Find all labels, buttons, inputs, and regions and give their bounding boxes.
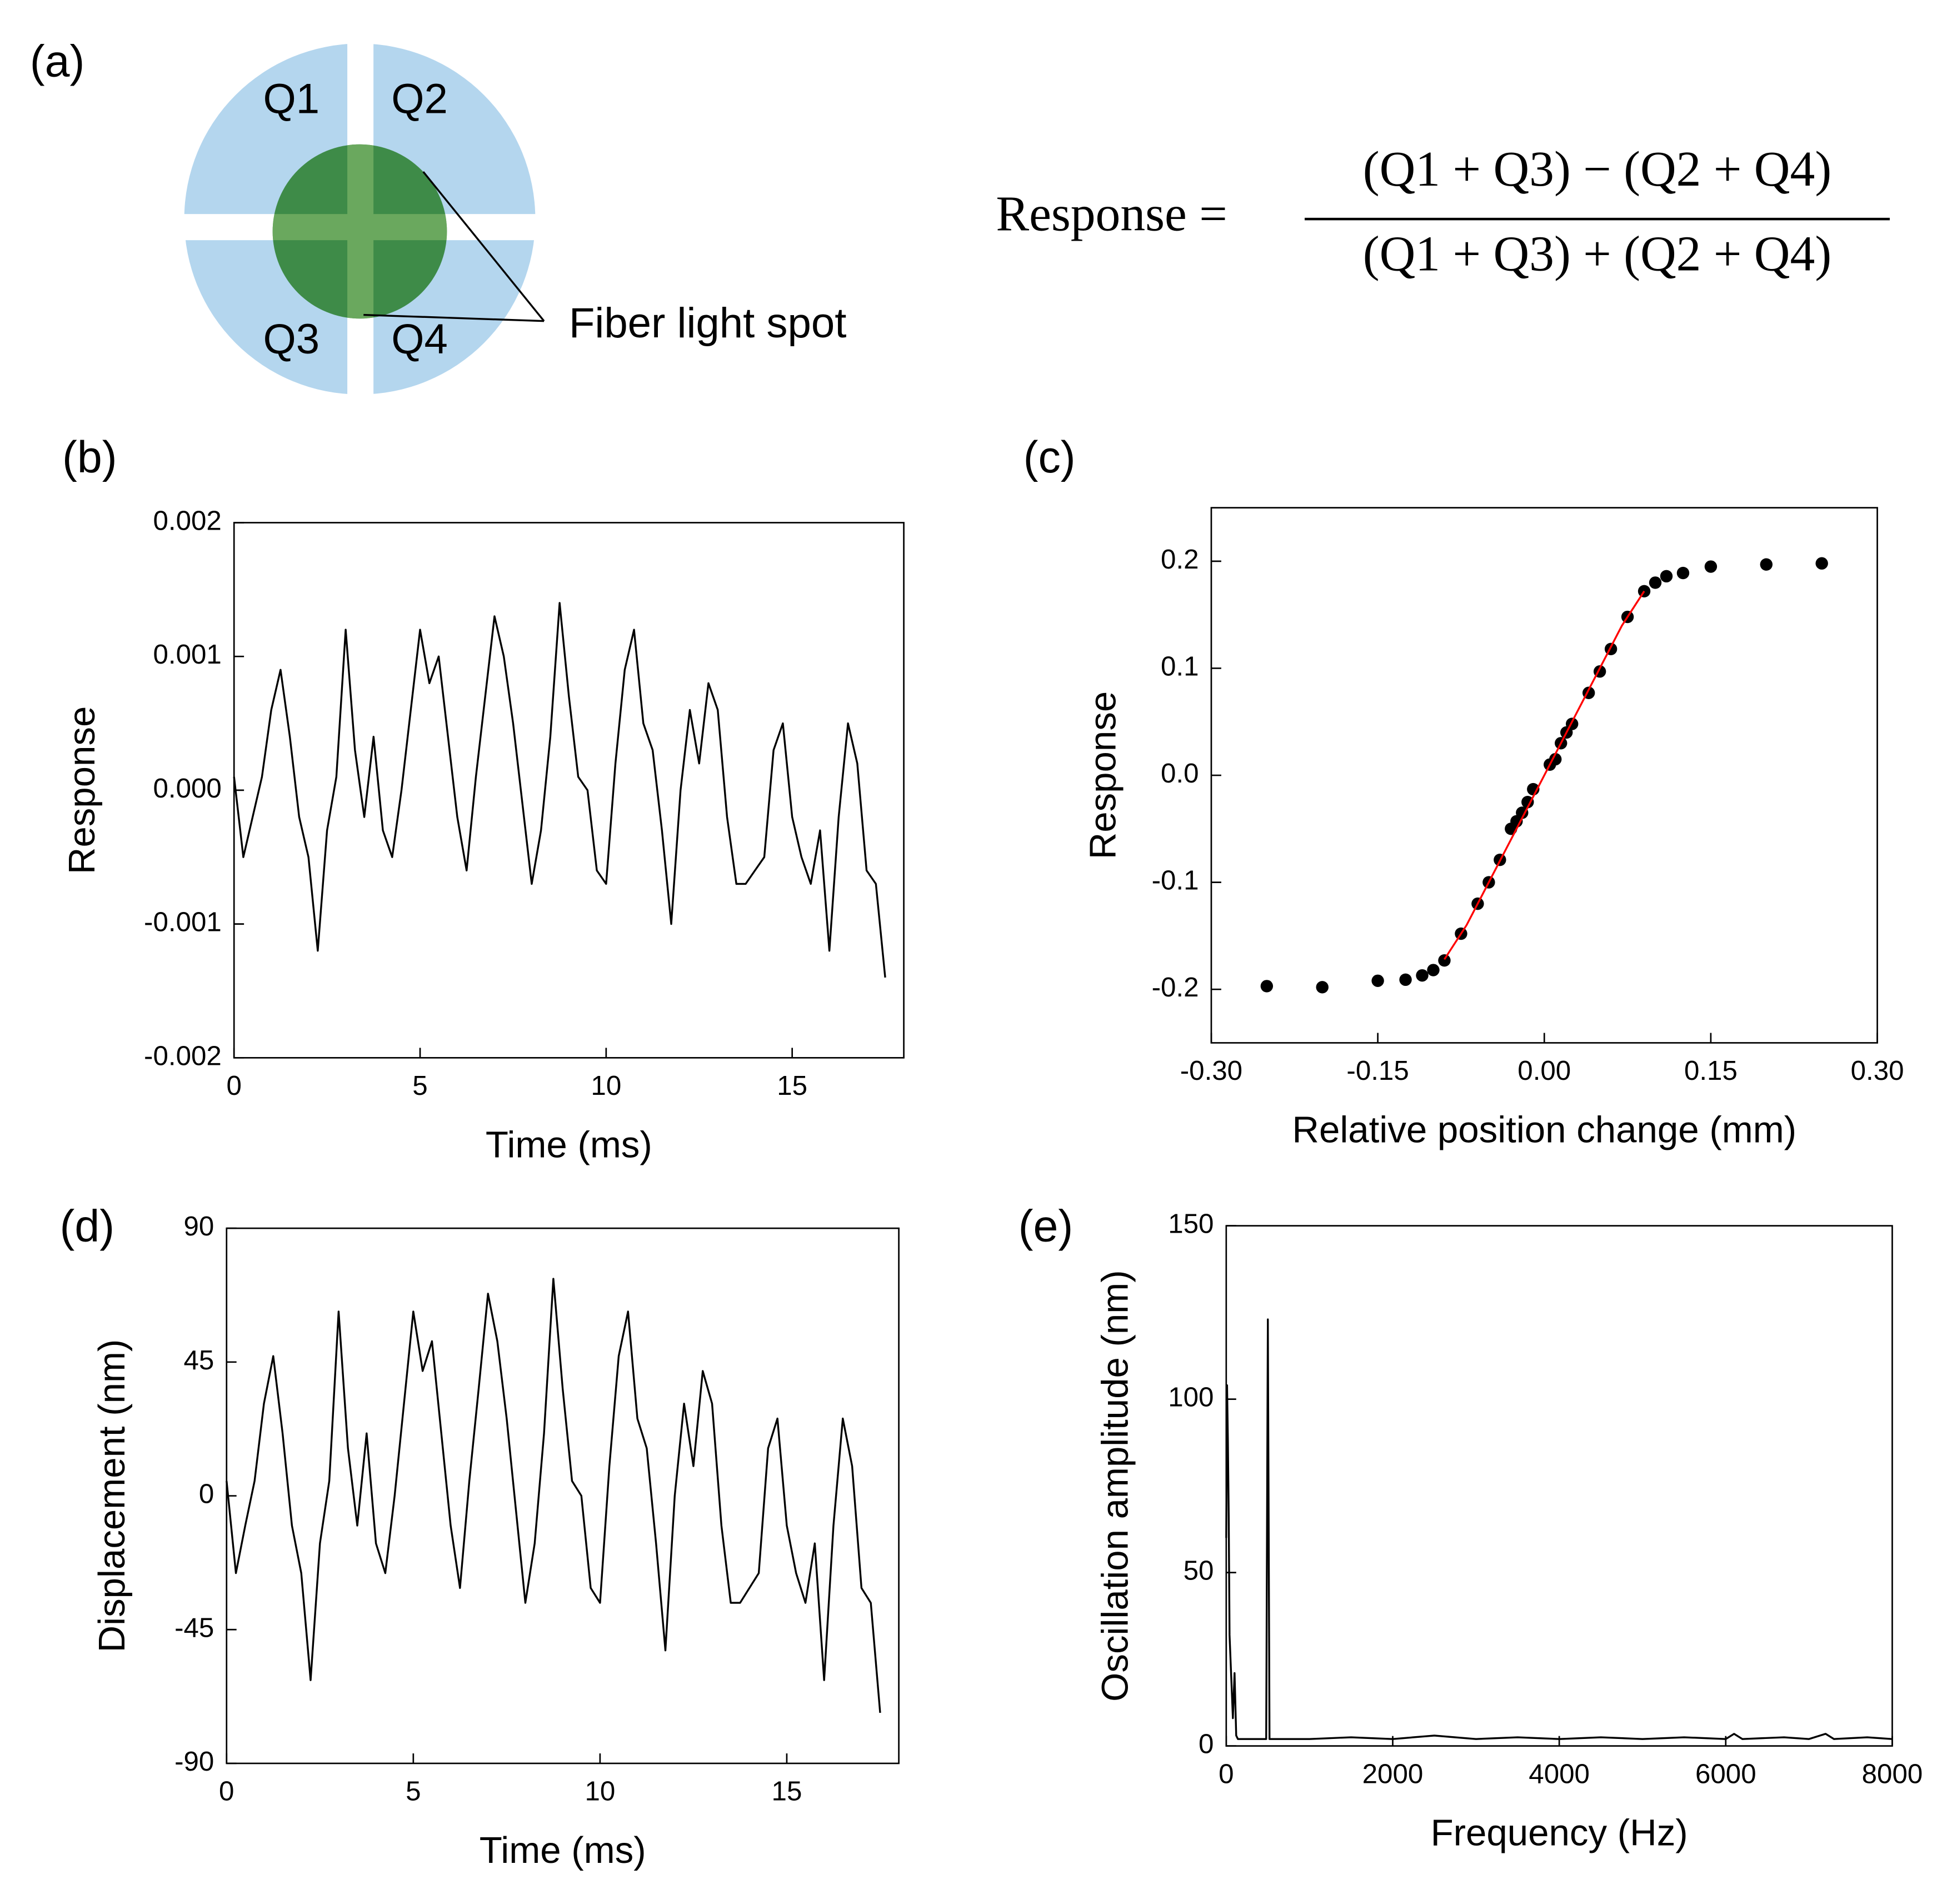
y-tick-label: 0.001 [153, 639, 221, 670]
x-tick-label: 0 [226, 1070, 241, 1101]
data-line [233, 602, 886, 978]
data-line [1225, 1318, 1893, 1740]
panel-label: (a) [30, 37, 85, 87]
diagram: (a) Q1 Q2 Q3 Q4 Fiber light spot Respons… [30, 37, 1890, 401]
y-tick-label: 0.1 [1161, 651, 1199, 681]
y-tick-label: 0.2 [1161, 544, 1199, 575]
panel-label: (e) [1019, 1202, 1074, 1252]
data-line [226, 1278, 881, 1713]
data-point [1649, 576, 1662, 589]
x-tick-label: 10 [591, 1070, 621, 1101]
quadrant-label: Q3 [263, 316, 319, 363]
formula-numerator: (Q1 + Q3) − (Q2 + Q4) [1363, 142, 1831, 197]
data-point [1416, 969, 1429, 982]
x-axis-title: Time (ms) [486, 1124, 652, 1165]
x-tick-label: 15 [772, 1776, 802, 1807]
x-tick-label: 0.30 [1851, 1055, 1904, 1086]
y-tick-label: -90 [174, 1746, 214, 1777]
x-axis-title: Relative position change (mm) [1292, 1109, 1796, 1150]
x-tick-label: -0.15 [1346, 1055, 1409, 1086]
quadrant-label: Q4 [391, 316, 448, 363]
x-tick-label: 0 [219, 1776, 234, 1807]
x-axis-title: Frequency (Hz) [1431, 1812, 1688, 1854]
chart: (c) -0.30 -0.15 0.00 0.15 0.30 -0.2 -0.1 0.0 0.1 0… [1024, 432, 1904, 1151]
x-tick-label: 0 [1219, 1758, 1234, 1789]
y-tick-label: -0.001 [144, 907, 222, 938]
chart: (e) 0 2000 4000 6000 8000 0 50 100 150 Frequency (… [1019, 1202, 1923, 1854]
spot-label: Fiber light spot [569, 300, 847, 347]
y-tick-label: -0.002 [144, 1040, 222, 1071]
y-tick-label: 0 [1199, 1729, 1214, 1760]
x-tick-label: 15 [777, 1070, 807, 1101]
y-tick-label: 50 [1184, 1556, 1214, 1586]
data-point [1316, 981, 1329, 994]
x-tick-label: 5 [406, 1776, 421, 1807]
y-tick-label: 0.002 [153, 505, 221, 536]
panel-label: (d) [60, 1202, 115, 1252]
y-tick-label: 0.000 [153, 773, 221, 804]
data-point [1760, 558, 1773, 571]
formula-denominator: (Q1 + Q3) + (Q2 + Q4) [1363, 226, 1831, 281]
x-tick-label: 5 [412, 1070, 427, 1101]
data-line [1444, 590, 1645, 960]
x-tick-label: 0.00 [1517, 1055, 1571, 1086]
x-tick-label: 0.15 [1684, 1055, 1738, 1086]
y-tick-label: -0.2 [1152, 972, 1199, 1003]
x-tick-label: 4000 [1529, 1758, 1590, 1789]
chart: (d) 0 5 10 15 -90 -45 0 45 90 Time (ms) Displacemen… [60, 1202, 900, 1871]
x-tick-label: -0.30 [1180, 1055, 1242, 1086]
data-point [1521, 795, 1534, 809]
x-tick-label: 2000 [1362, 1758, 1424, 1789]
formula-lhs: Response = [996, 187, 1227, 242]
y-tick-label: 0.0 [1161, 758, 1199, 789]
x-tick-label: 10 [585, 1776, 615, 1807]
data-point [1660, 570, 1673, 583]
data-point [1516, 806, 1529, 819]
chart: (b) 0 5 10 15 -0.002 -0.001 0.000 0.001 0.002 Time… [61, 432, 905, 1165]
plot-frame [1225, 1225, 1893, 1747]
y-axis-title: Response [61, 706, 103, 874]
y-tick-label: 0 [199, 1479, 214, 1509]
y-tick-label: -0.1 [1152, 865, 1199, 896]
data-point [1371, 974, 1384, 987]
data-point [1260, 980, 1274, 993]
y-tick-label: 45 [184, 1345, 214, 1375]
data-point [1399, 973, 1412, 986]
y-tick-label: -45 [174, 1612, 214, 1643]
quadrant-label: Q1 [263, 76, 319, 123]
y-tick-label: 90 [184, 1211, 214, 1242]
x-tick-label: 6000 [1695, 1758, 1756, 1789]
y-axis-title: Displacement (nm) [91, 1339, 133, 1653]
data-point [1815, 557, 1828, 570]
data-point [1676, 566, 1690, 580]
panel-label: (c) [1024, 432, 1076, 482]
data-point [1438, 954, 1451, 967]
x-axis-title: Time (ms) [480, 1830, 646, 1871]
y-tick-label: 150 [1168, 1209, 1214, 1239]
pointer [363, 313, 545, 322]
pointer [422, 171, 545, 322]
data-point [1427, 964, 1440, 976]
y-axis-title: Oscillation amplitude (nm) [1095, 1270, 1136, 1701]
data-point [1549, 752, 1562, 766]
spot-cross [272, 144, 447, 319]
x-tick-label: 8000 [1862, 1758, 1923, 1789]
quadrant-label: Q2 [391, 76, 448, 123]
data-point [1704, 560, 1718, 573]
panel-label: (b) [62, 432, 117, 482]
y-tick-label: 100 [1168, 1382, 1214, 1413]
y-axis-title: Response [1082, 691, 1124, 859]
